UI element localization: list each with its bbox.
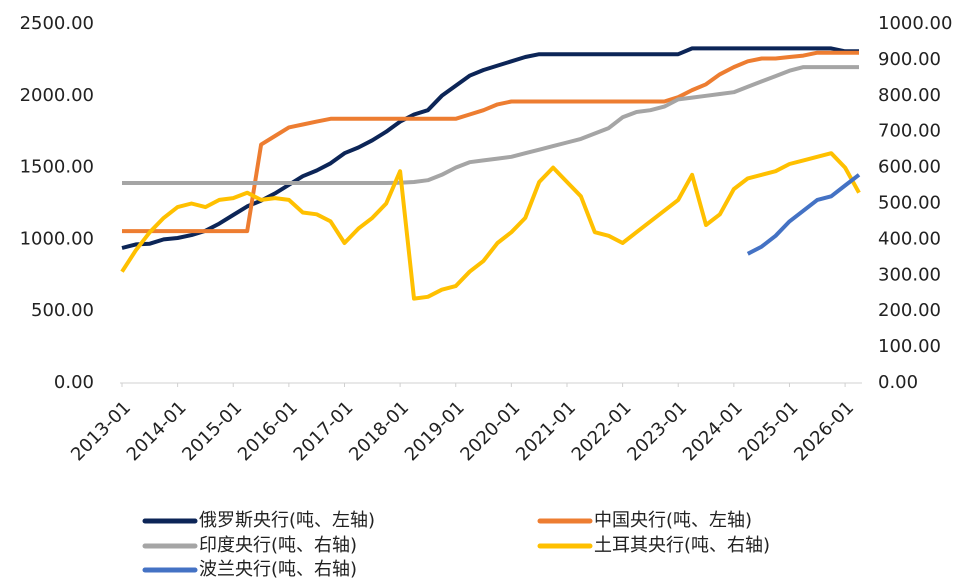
y-tick-label: 1500.00: [20, 157, 94, 178]
x-tick-label: 2017-01: [290, 397, 358, 465]
x-tick-label: 2021-01: [512, 397, 580, 465]
x-tick-label: 2014-01: [123, 397, 191, 465]
y2-tick-label: 500.00: [878, 193, 941, 214]
y2-tick-label: 1000.00: [878, 13, 952, 34]
legend-label: 印度央行(吨、右轴): [199, 535, 357, 556]
x-tick-label: 2019-01: [401, 397, 469, 465]
y-tick-label: 0.00: [54, 372, 94, 393]
x-tick-label: 2015-01: [178, 397, 246, 465]
y2-tick-label: 700.00: [878, 121, 941, 142]
y2-tick-label: 200.00: [878, 300, 941, 321]
y2-tick-label: 600.00: [878, 157, 941, 178]
x-tick-label: 2024-01: [679, 397, 747, 465]
x-tick-label: 2016-01: [234, 397, 302, 465]
x-tick-label: 2026-01: [790, 397, 858, 465]
y2-tick-label: 800.00: [878, 85, 941, 106]
y2-tick-label: 0.00: [878, 372, 918, 393]
legend-label: 土耳其央行(吨、右轴): [594, 535, 770, 556]
series-line: [120, 151, 861, 301]
legend-label: 波兰央行(吨、右轴): [199, 559, 357, 580]
series-line: [746, 173, 861, 256]
y2-tick-label: 300.00: [878, 264, 941, 285]
legend-label: 中国央行(吨、左轴): [594, 510, 752, 531]
x-tick-label: 2025-01: [735, 397, 803, 465]
y-tick-label: 1000.00: [20, 228, 94, 249]
x-tick-label: 2013-01: [67, 397, 135, 465]
x-tick-label: 2023-01: [623, 397, 691, 465]
series-line: [121, 46, 859, 250]
y-tick-label: 2500.00: [20, 13, 94, 34]
x-tick-label: 2022-01: [568, 397, 636, 465]
y2-tick-label: 100.00: [878, 336, 941, 357]
y2-tick-label: 400.00: [878, 228, 941, 249]
series-line: [122, 65, 859, 185]
x-tick-label: 2018-01: [345, 397, 413, 465]
y-tick-label: 500.00: [31, 300, 94, 321]
x-tick-label: 2020-01: [456, 397, 524, 465]
y2-tick-label: 900.00: [878, 49, 941, 70]
legend-label: 俄罗斯央行(吨、左轴): [199, 510, 375, 531]
y-tick-label: 2000.00: [20, 85, 94, 106]
series-line: [122, 50, 859, 234]
